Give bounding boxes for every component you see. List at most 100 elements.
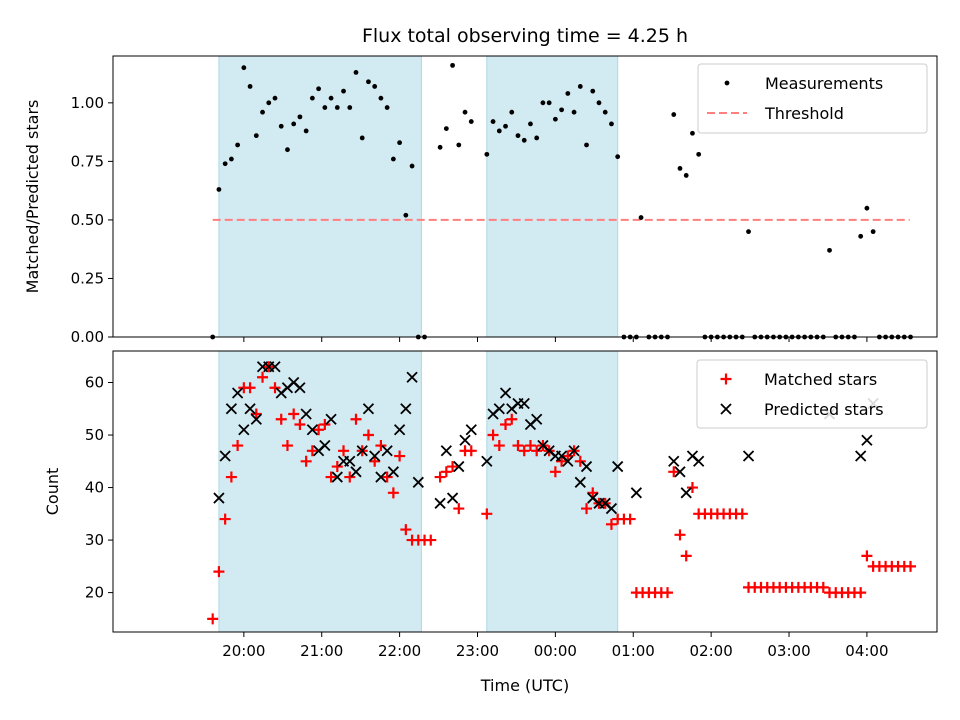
data-point [590, 88, 596, 94]
observing-window [218, 55, 422, 338]
data-point [297, 114, 303, 120]
data-point [372, 84, 378, 89]
data-point [275, 413, 287, 425]
legend-label: Predicted stars [764, 400, 884, 419]
data-point [216, 187, 222, 192]
data-point [577, 84, 583, 89]
data-point [671, 112, 677, 117]
data-point [496, 128, 502, 134]
data-point [381, 445, 393, 457]
data-point [443, 126, 449, 131]
data-point [253, 133, 259, 139]
data-point [668, 466, 680, 478]
data-point [450, 62, 455, 68]
data-point [303, 128, 309, 134]
data-point [580, 460, 593, 473]
data-point [609, 121, 614, 127]
plot-frame [112, 350, 938, 633]
data-point [390, 156, 396, 162]
data-point [596, 100, 602, 106]
data-point [247, 84, 253, 89]
y-tick-label: 1.00 [71, 94, 104, 112]
data-point [291, 121, 297, 127]
data-point [334, 105, 340, 110]
data-point [552, 116, 558, 122]
data-point [493, 440, 505, 452]
data-point [437, 144, 443, 150]
data-point [677, 166, 683, 171]
data-point [434, 471, 446, 483]
data-point [362, 403, 375, 415]
legend-label: Threshold [764, 104, 844, 123]
data-point [272, 95, 278, 101]
data-point [397, 140, 403, 146]
y-tick-label: 0.00 [71, 328, 104, 346]
data-point [387, 487, 399, 499]
data-point [524, 440, 536, 452]
data-point [412, 476, 424, 488]
series-matched-stars [207, 361, 917, 625]
data-point [556, 455, 568, 467]
data-point [331, 461, 343, 473]
data-point [615, 154, 621, 160]
data-point [257, 371, 269, 383]
legend: Matched stars Predicted stars [696, 359, 928, 429]
bottom-panel: 20 30 40 50 60 20:00 21:00 22:00 23:00 00:00 01:00… [43, 350, 938, 660]
data-point [528, 121, 533, 127]
data-point [222, 161, 228, 167]
data-point [353, 69, 359, 75]
data-point [325, 413, 337, 425]
data-point [584, 142, 589, 148]
data-point [269, 361, 281, 373]
data-point [235, 142, 241, 148]
x-tick-label: 04:00 [845, 642, 888, 660]
data-point [400, 524, 412, 536]
data-point [313, 424, 325, 436]
data-point [500, 419, 512, 431]
data-point [369, 450, 381, 462]
data-point [269, 382, 281, 394]
legend-marker [724, 80, 730, 86]
data-point [381, 471, 393, 483]
data-point [350, 466, 362, 478]
data-point [225, 471, 237, 483]
data-point [568, 445, 580, 457]
y-tick-label: 0.25 [71, 269, 104, 287]
data-point [378, 95, 384, 101]
data-point [546, 100, 552, 106]
x-tick-label: 20:00 [222, 642, 265, 660]
top-panel: 0.00 0.25 0.50 0.75 1.00 Matched/Predicted st… [23, 55, 938, 346]
data-point [228, 156, 234, 162]
data-point [387, 466, 400, 478]
data-point [393, 424, 406, 436]
data-point [493, 403, 505, 415]
series-predicted-stars [213, 361, 879, 515]
data-point [746, 229, 751, 235]
legend-marker [720, 373, 732, 385]
data-point [559, 107, 565, 113]
data-point [344, 455, 356, 467]
data-point [540, 100, 546, 106]
data-point [484, 151, 490, 157]
data-point [347, 105, 353, 110]
data-point [369, 455, 381, 467]
data-point [605, 518, 617, 530]
x-tick-label: 00:00 [534, 642, 577, 660]
data-point [394, 450, 406, 462]
data-point [225, 403, 238, 415]
data-point [231, 387, 244, 399]
data-point [521, 137, 527, 143]
data-point [817, 581, 829, 593]
data-point [565, 91, 571, 96]
x-tick-label: 01:00 [612, 642, 655, 660]
legend: Measurements Threshold [697, 63, 928, 134]
data-point [366, 79, 371, 85]
x-tick-label: 23:00 [456, 642, 499, 660]
data-point [446, 492, 459, 504]
data-point [375, 440, 387, 452]
data-point [870, 229, 876, 235]
data-point [278, 123, 284, 129]
data-point [341, 88, 346, 94]
data-point [490, 119, 496, 124]
data-point [384, 105, 390, 110]
